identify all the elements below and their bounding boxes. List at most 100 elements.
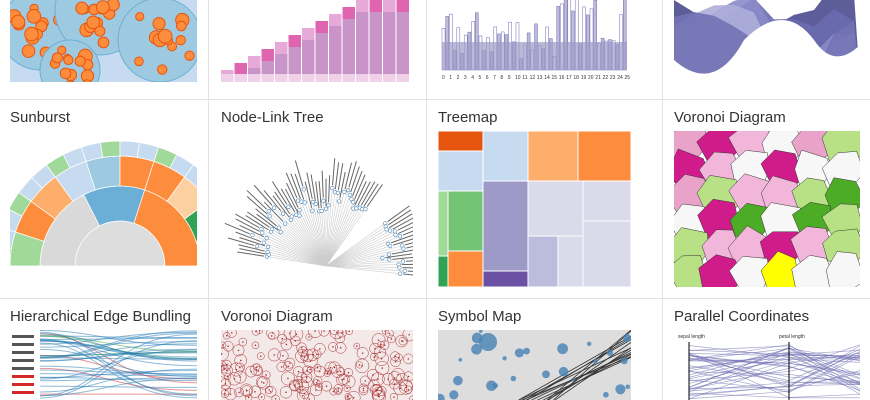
airport-point	[405, 384, 408, 387]
route-line	[519, 347, 631, 400]
airport-point	[301, 376, 303, 379]
tree-link	[304, 202, 327, 267]
tree-label	[403, 273, 413, 276]
tree-node	[397, 234, 403, 239]
tree-label	[391, 249, 413, 255]
tree-label	[344, 162, 353, 190]
tick-label: 20	[588, 75, 594, 81]
tree-link	[325, 230, 391, 267]
gallery-item-title[interactable]: Parallel Coordinates	[674, 308, 810, 325]
thumbnail-streamgraph[interactable]	[674, 0, 860, 82]
airport-point	[407, 358, 410, 360]
tree-label	[352, 170, 363, 197]
tree-link	[325, 208, 357, 267]
airport-point	[318, 386, 320, 388]
airport-point	[250, 370, 252, 373]
tree-label	[339, 171, 346, 199]
row-divider	[0, 298, 870, 299]
thumbnail-stacked-bars[interactable]	[221, 0, 413, 82]
thumbnail-node-link-tree[interactable]	[221, 131, 413, 287]
voronoi-cell	[221, 360, 227, 372]
airport-point	[265, 374, 267, 376]
voronoi-cell	[222, 359, 232, 370]
tree-label	[354, 181, 367, 206]
tree-node	[321, 198, 326, 203]
sunburst-arc	[100, 140, 121, 158]
thumbnail-symbol-map[interactable]	[438, 330, 631, 400]
bar-segment	[234, 63, 247, 75]
tree-link	[323, 200, 327, 267]
airport-point	[226, 375, 229, 378]
stream-layer	[674, 12, 860, 82]
thumbnail-treemap[interactable]	[438, 131, 631, 287]
gallery-item-title[interactable]: Symbol Map	[438, 308, 522, 325]
gallery-item-title[interactable]: Voronoi Diagram	[674, 109, 786, 126]
thumbnail-graphic	[10, 0, 197, 82]
airport-point	[260, 381, 263, 383]
tree-link	[325, 202, 354, 267]
sunburst-arc	[184, 164, 197, 188]
symbol	[486, 380, 497, 392]
thumbnail-voronoi-diagram[interactable]	[674, 131, 860, 287]
land	[438, 330, 631, 400]
airport-point	[299, 388, 301, 391]
edge	[39, 352, 197, 357]
thumbnail-sunburst[interactable]	[10, 131, 197, 287]
tree-node	[310, 199, 315, 205]
symbol	[603, 391, 609, 398]
leaf-circle	[74, 55, 86, 67]
edge	[39, 333, 197, 397]
edge	[39, 377, 197, 397]
tree-link	[325, 229, 387, 267]
airport-point	[380, 343, 382, 346]
voronoi-cell	[234, 387, 244, 398]
voronoi-cell	[404, 385, 413, 394]
airport-point	[260, 396, 263, 398]
voronoi-cell	[329, 330, 344, 340]
gallery-item-title[interactable]: Node-Link Tree	[221, 109, 324, 126]
voronoi-cell	[374, 351, 389, 366]
airport-point	[306, 369, 308, 372]
gallery-item-title[interactable]: Voronoi Diagram	[221, 308, 333, 325]
thumbnail-voronoi-airports[interactable]	[221, 330, 413, 400]
thumbnail-parallel-coordinates[interactable]: sepal length petal length	[674, 330, 860, 400]
bar-segment	[329, 14, 342, 26]
gallery-item-title[interactable]: Sunburst	[10, 109, 71, 126]
voronoi-cell	[253, 366, 264, 376]
airport-point	[348, 397, 351, 400]
gallery-item-title[interactable]: Hierarchical Edge Bundling	[10, 308, 191, 325]
leaf-circle	[176, 20, 187, 32]
thumbnail-histogram[interactable]: 0 1 2 3 4 5 6 7 8 9 10 11 12 13 14 15 16 17 18 19 20 21 22 23 24…	[438, 0, 631, 82]
tree-link	[252, 234, 327, 267]
airport-point	[318, 348, 321, 350]
tree-label	[245, 215, 269, 231]
tick-label: 12	[530, 75, 536, 81]
airport-point	[339, 337, 341, 339]
voronoi-cell	[370, 352, 379, 362]
tree-label	[246, 190, 267, 210]
voronoi-cell	[312, 379, 321, 387]
thumbnail-edge-bundling[interactable]	[10, 330, 197, 400]
tree-node	[363, 207, 368, 212]
voronoi-cell	[307, 330, 323, 339]
route-line	[546, 330, 631, 400]
tree-label	[263, 201, 284, 222]
airport-point	[407, 388, 410, 391]
voronoi-cell	[280, 338, 293, 351]
airport-point	[254, 390, 256, 393]
leaf-circle	[184, 50, 195, 61]
voronoi-cell	[238, 337, 248, 347]
treemap-cell	[447, 190, 484, 252]
tree-label	[385, 253, 413, 259]
thumbnail-graphic	[438, 330, 631, 400]
edge	[39, 373, 197, 377]
airport-point	[227, 345, 229, 348]
tree-node	[354, 206, 359, 211]
voronoi-cell	[318, 330, 330, 337]
gallery-item-title[interactable]: Treemap	[438, 109, 498, 126]
voronoi-cell	[299, 388, 310, 399]
thumbnail-circle-packing[interactable]	[10, 0, 197, 82]
airport-point	[315, 389, 317, 391]
sunburst-arc	[119, 140, 140, 158]
airport-point	[300, 346, 303, 349]
